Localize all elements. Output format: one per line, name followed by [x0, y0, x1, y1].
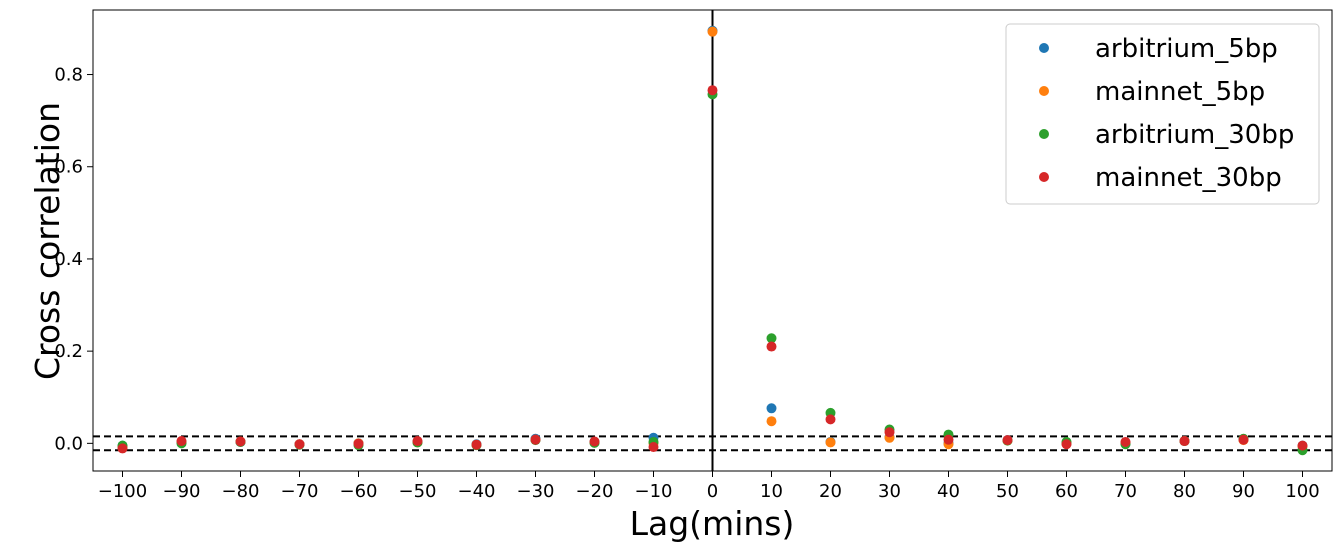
x-tick-label-16: 60	[1055, 481, 1078, 502]
x-tick-label-7: −30	[517, 481, 555, 502]
x-tick-label-13: 30	[878, 481, 901, 502]
legend-label-arbitrium_30bp: arbitrium_30bp	[1095, 120, 1294, 150]
point-mainnet_30bp-1	[176, 436, 187, 447]
x-tick-label-8: −20	[576, 481, 614, 502]
point-mainnet_30bp-8	[589, 436, 600, 447]
x-tick-label-14: 40	[937, 481, 960, 502]
point-mainnet_30bp-2	[235, 436, 246, 447]
point-mainnet_5bp-11	[766, 416, 777, 427]
point-mainnet_30bp-3	[294, 439, 305, 450]
x-tick-label-9: −10	[635, 481, 673, 502]
point-mainnet_30bp-5	[412, 436, 423, 447]
point-mainnet_30bp-20	[1297, 440, 1308, 451]
x-axis-title: Lag(mins)	[630, 504, 795, 543]
point-mainnet_30bp-4	[353, 438, 364, 449]
legend-marker-arbitrium_30bp	[1039, 129, 1049, 139]
x-tick-label-17: 70	[1114, 481, 1137, 502]
point-mainnet_30bp-19	[1238, 434, 1249, 445]
y-tick-label-0: 0.0	[54, 433, 83, 454]
legend-label-arbitrium_5bp: arbitrium_5bp	[1095, 34, 1278, 64]
x-tick-label-0: −100	[98, 481, 147, 502]
legend-marker-arbitrium_5bp	[1039, 43, 1049, 53]
x-tick-label-18: 80	[1173, 481, 1196, 502]
point-mainnet_30bp-13	[884, 427, 895, 438]
x-tick-label-19: 90	[1232, 481, 1255, 502]
x-tick-label-3: −70	[281, 481, 319, 502]
point-mainnet_30bp-0	[117, 443, 128, 454]
x-tick-label-5: −50	[399, 481, 437, 502]
point-arbitrium_5bp-11	[766, 403, 777, 414]
point-mainnet_5bp-12	[825, 437, 836, 448]
legend-marker-mainnet_30bp	[1039, 172, 1049, 182]
point-mainnet_30bp-18	[1179, 436, 1190, 447]
x-tick-label-11: 10	[760, 481, 783, 502]
point-mainnet_30bp-7	[530, 434, 541, 445]
point-mainnet_30bp-10	[707, 85, 718, 96]
legend-label-mainnet_5bp: mainnet_5bp	[1095, 77, 1265, 107]
legend-marker-mainnet_5bp	[1039, 86, 1049, 96]
y-tick-label-4: 0.8	[54, 65, 83, 86]
legend-label-mainnet_30bp: mainnet_30bp	[1095, 163, 1282, 193]
point-mainnet_30bp-12	[825, 414, 836, 425]
point-mainnet_30bp-16	[1061, 439, 1072, 450]
plot-area: −100 −90 −80 −70 −60 −50 −40 −30 −20 −10 0 10 20 30 40…	[54, 9, 1333, 502]
y-tick-label-1: 0.2	[54, 341, 83, 362]
legend-box	[1005, 23, 1320, 205]
point-mainnet_30bp-9	[648, 442, 659, 453]
point-mainnet_30bp-6	[471, 439, 482, 450]
x-tick-label-4: −60	[340, 481, 378, 502]
x-tick-label-12: 20	[819, 481, 842, 502]
x-tick-label-15: 50	[996, 481, 1019, 502]
x-tick-label-2: −80	[222, 481, 260, 502]
point-mainnet_30bp-14	[943, 434, 954, 445]
x-tick-label-10: 0	[707, 481, 718, 502]
x-tick-label-6: −40	[458, 481, 496, 502]
point-mainnet_30bp-11	[766, 341, 777, 352]
point-mainnet_30bp-15	[1002, 435, 1013, 446]
point-arbitrium_30bp-11	[766, 333, 777, 344]
x-tick-label-20: 100	[1285, 481, 1319, 502]
y-tick-label-3: 0.6	[54, 157, 83, 178]
y-tick-label-2: 0.4	[54, 249, 83, 270]
x-tick-label-1: −90	[163, 481, 201, 502]
y-axis-title: Cross correlation	[28, 102, 67, 380]
point-mainnet_30bp-17	[1120, 436, 1131, 447]
point-mainnet_5bp-10	[707, 26, 718, 37]
